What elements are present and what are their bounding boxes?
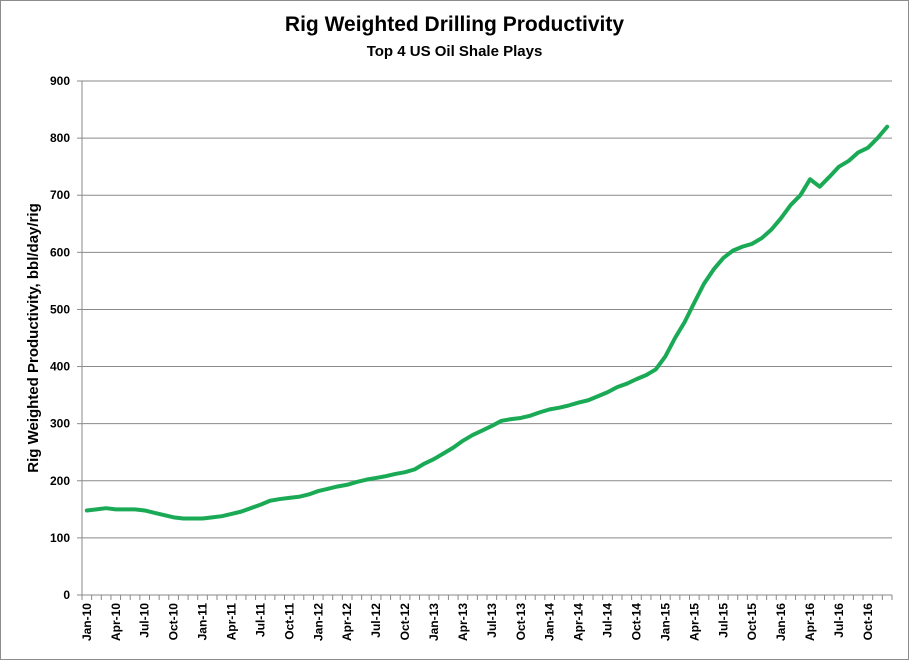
y-tick-label: 600 <box>50 245 70 259</box>
y-tick-label: 100 <box>50 531 70 545</box>
x-tick-label: Oct-13 <box>514 603 528 641</box>
y-tick-labels: 0 100 200 300 400 500 600 700 800 900 <box>50 74 70 602</box>
x-tick-label: Jan-14 <box>543 603 557 641</box>
x-tick-label: Jul-16 <box>832 603 846 638</box>
x-tick-label: Jan-16 <box>774 603 788 641</box>
x-tick-label: Jan-15 <box>658 603 672 641</box>
x-tick-label: Oct-11 <box>282 603 296 640</box>
x-tick-label: Jul-11 <box>253 603 267 637</box>
y-tick-label: 200 <box>50 474 70 488</box>
x-tick-label: Oct-15 <box>745 603 759 641</box>
x-tick-label: Apr-16 <box>803 603 817 641</box>
series-line <box>84 124 890 521</box>
x-tick-label: Jul-14 <box>601 603 615 638</box>
y-tick-label: 300 <box>50 417 70 431</box>
gridlines <box>82 80 892 539</box>
chart-title: Rig Weighted Drilling Productivity <box>284 13 625 36</box>
y-axis-title: Rig Weighted Productivity, bbl/day/rig <box>25 203 42 472</box>
x-tick-label: Oct-10 <box>167 603 181 641</box>
y-tick-label: 900 <box>50 74 70 88</box>
y-tick-label: 400 <box>50 360 70 374</box>
chart-subtitle: Top 4 US Oil Shale Plays <box>366 43 543 60</box>
y-tick-label: 0 <box>63 588 70 602</box>
x-tick-label: Apr-13 <box>456 603 470 641</box>
x-tick-label: Jan-10 <box>80 603 94 641</box>
axes <box>77 80 893 600</box>
x-tick-label: Apr-14 <box>572 603 586 641</box>
x-tick-label: Jul-12 <box>369 603 383 638</box>
x-tick-label: Jul-13 <box>485 603 499 638</box>
x-tick-label: Oct-14 <box>629 603 643 641</box>
x-tick-label: Apr-15 <box>687 603 701 641</box>
x-tick-label: Jul-10 <box>138 603 152 638</box>
x-tick-label: Apr-11 <box>224 603 238 641</box>
series-layer <box>84 124 890 521</box>
y-tick-label: 800 <box>50 131 70 145</box>
x-tick-label: Oct-12 <box>398 603 412 641</box>
y-tick-label: 500 <box>50 302 70 316</box>
y-tick-label: 700 <box>50 188 70 202</box>
x-tick-label: Apr-10 <box>109 603 123 641</box>
x-tick-label: Jan-13 <box>427 603 441 641</box>
x-tick-label: Apr-12 <box>340 603 354 641</box>
x-tick-label: Jan-12 <box>311 603 325 641</box>
x-tick-label: Oct-16 <box>861 603 875 641</box>
x-tick-label: Jan-11 <box>196 603 210 641</box>
x-tick-labels: Jan-10 Apr-10 Jul-10 Oct-10 Jan-11 Apr-11 Jul-… <box>80 603 875 641</box>
x-tick-label: Jul-15 <box>716 603 730 638</box>
